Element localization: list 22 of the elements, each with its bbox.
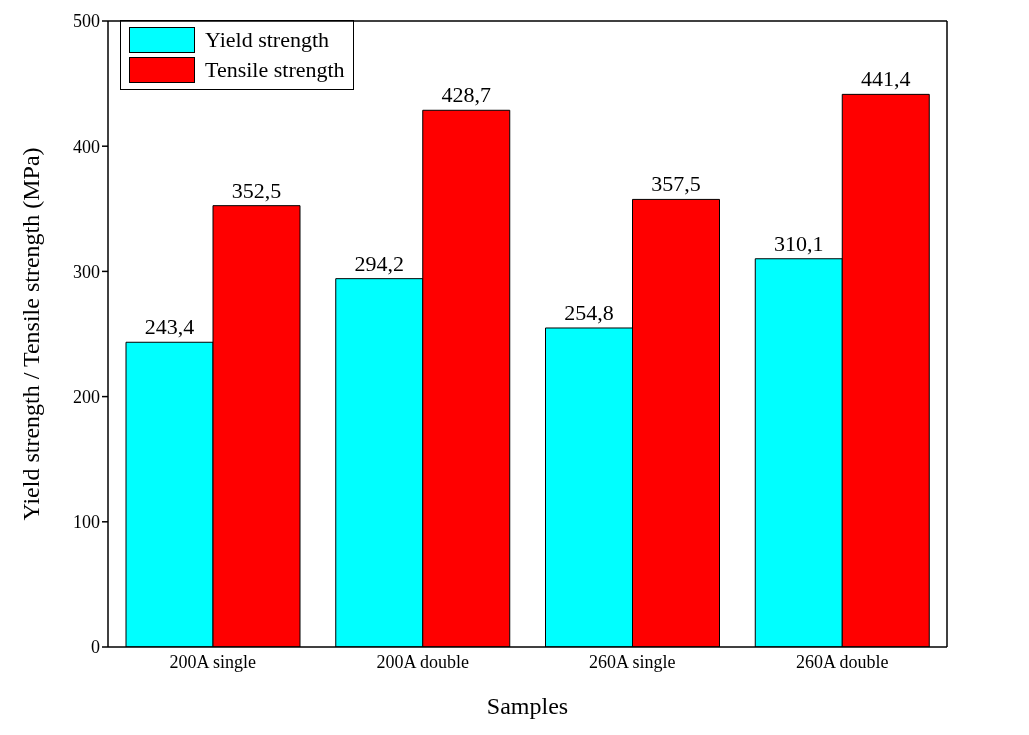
x-tick-label: 260A double — [795, 651, 889, 672]
y-tick-label: 0 — [91, 637, 100, 658]
legend-label: Tensile strength — [205, 57, 345, 83]
y-tick-label: 500 — [73, 11, 100, 32]
x-tick-label: 200A single — [169, 651, 257, 672]
y-axis-title: Yield strength / Tensile strength (MPa) — [17, 147, 44, 521]
data-label: 254,8 — [564, 299, 614, 325]
y-tick-label: 300 — [73, 261, 100, 282]
x-tick-label: 200A double — [376, 651, 469, 672]
y-tick-label: 200 — [73, 386, 100, 407]
legend-label: Yield strength — [205, 27, 330, 53]
data-label: 357,5 — [651, 171, 701, 197]
data-label: 428,7 — [441, 82, 491, 108]
x-tick-label: 260A single — [589, 651, 676, 672]
data-label: 243,4 — [144, 314, 195, 340]
x-axis-title: Samples — [486, 693, 569, 720]
y-tick-label: 400 — [73, 136, 100, 157]
data-label: 352,5 — [231, 177, 282, 203]
data-label: 310,1 — [774, 230, 824, 256]
data-label: 441,4 — [861, 66, 911, 92]
data-label: 294,2 — [354, 250, 404, 276]
y-tick-label: 100 — [73, 512, 100, 533]
